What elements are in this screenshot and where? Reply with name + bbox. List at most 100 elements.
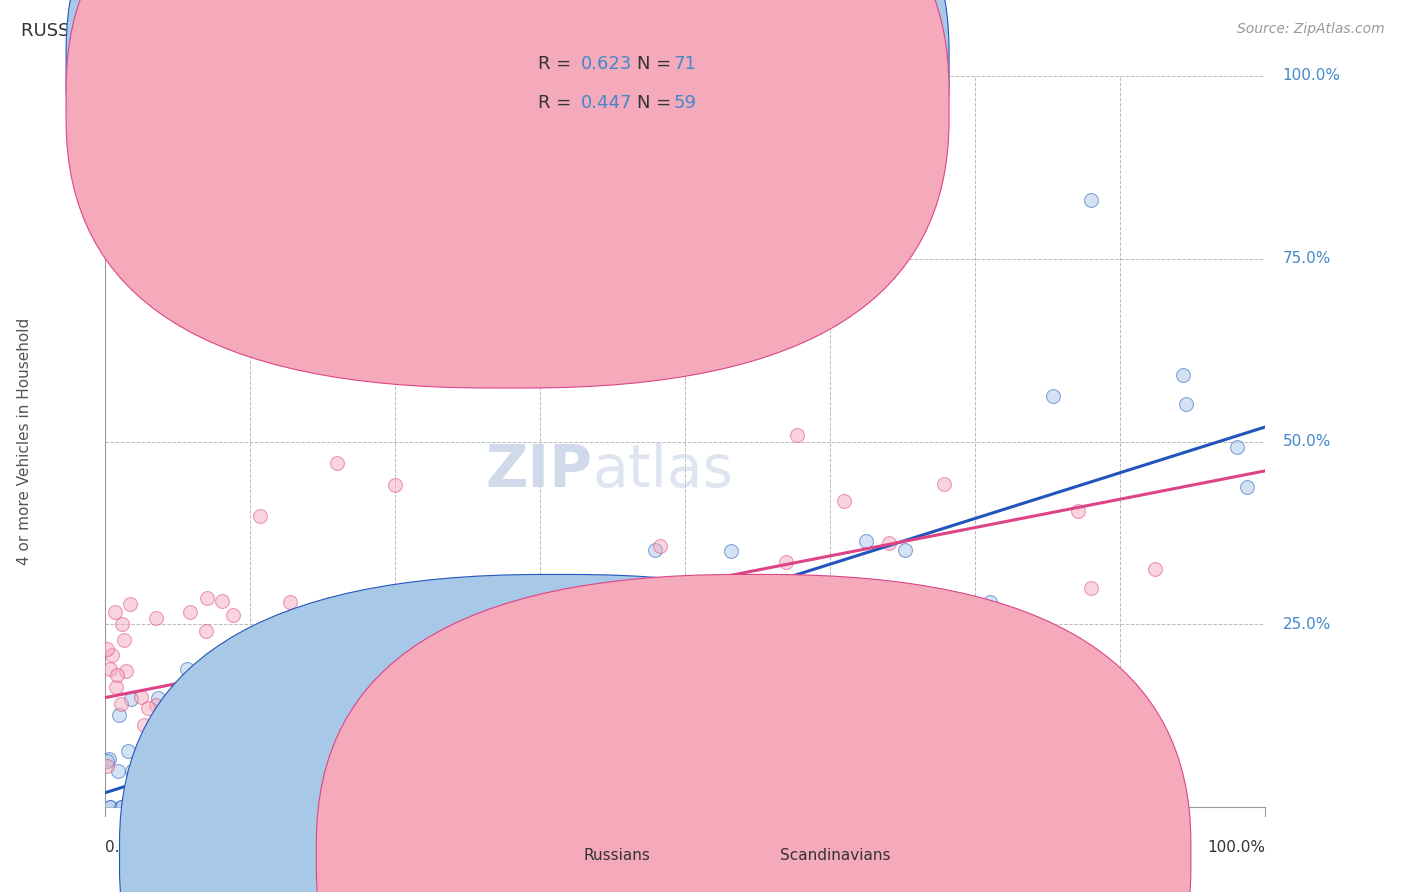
Text: 59: 59 <box>673 94 696 112</box>
Point <box>249 509 271 524</box>
Point <box>110 697 132 711</box>
Point <box>349 768 371 782</box>
Point <box>1226 440 1249 454</box>
Point <box>167 739 190 754</box>
Point <box>197 769 219 783</box>
Text: R =: R = <box>538 94 578 112</box>
Point <box>136 785 159 799</box>
Point <box>1171 368 1194 382</box>
Point <box>141 800 163 814</box>
Point <box>457 700 479 714</box>
Point <box>117 744 139 758</box>
Point <box>111 800 134 814</box>
Point <box>343 734 366 748</box>
Point <box>786 428 808 442</box>
Text: 100.0%: 100.0% <box>1282 69 1341 83</box>
Point <box>195 713 218 727</box>
Point <box>112 633 135 648</box>
Point <box>832 493 855 508</box>
Text: atlas: atlas <box>593 442 734 500</box>
Point <box>318 670 340 684</box>
Point <box>124 800 146 814</box>
Point <box>188 790 211 805</box>
Point <box>640 645 662 659</box>
Point <box>648 539 671 553</box>
Point <box>242 736 264 750</box>
Point <box>259 800 281 814</box>
Point <box>184 738 207 752</box>
Point <box>98 800 121 814</box>
Point <box>1143 561 1166 575</box>
Point <box>149 736 172 750</box>
Text: Russians: Russians <box>583 848 651 863</box>
Point <box>96 754 118 768</box>
Point <box>228 761 250 775</box>
Text: 25.0%: 25.0% <box>1282 617 1331 632</box>
Point <box>877 535 900 549</box>
Point <box>125 785 148 799</box>
Point <box>382 599 405 614</box>
Point <box>176 733 198 747</box>
Point <box>249 800 271 814</box>
Text: R =: R = <box>538 55 578 73</box>
Point <box>98 800 121 814</box>
Point <box>150 800 173 814</box>
Point <box>359 772 381 786</box>
Point <box>148 690 170 705</box>
Point <box>720 544 742 558</box>
Point <box>378 709 401 723</box>
Point <box>340 669 363 683</box>
Point <box>134 800 156 814</box>
Point <box>101 648 124 662</box>
Point <box>373 719 395 733</box>
Text: N =: N = <box>637 55 676 73</box>
Point <box>96 759 118 773</box>
Text: Source: ZipAtlas.com: Source: ZipAtlas.com <box>1237 22 1385 37</box>
Point <box>105 668 128 682</box>
Point <box>591 607 613 622</box>
Text: 4 or more Vehicles in Household: 4 or more Vehicles in Household <box>17 318 32 566</box>
Point <box>148 715 170 730</box>
Point <box>294 693 316 707</box>
Point <box>118 597 141 611</box>
Point <box>176 662 198 676</box>
Point <box>934 476 956 491</box>
Point <box>326 457 349 471</box>
Point <box>115 665 138 679</box>
Point <box>648 661 671 675</box>
Point <box>127 781 149 796</box>
Point <box>193 726 215 740</box>
Point <box>433 637 456 651</box>
Point <box>385 591 408 605</box>
Point <box>124 800 146 814</box>
Point <box>107 764 129 778</box>
Point <box>195 624 218 639</box>
Point <box>396 716 419 731</box>
Point <box>221 607 243 622</box>
Text: 50.0%: 50.0% <box>1282 434 1331 449</box>
Point <box>727 582 749 597</box>
Point <box>392 654 415 668</box>
Point <box>145 698 167 712</box>
Point <box>179 605 201 619</box>
Point <box>979 595 1001 609</box>
Point <box>165 800 187 814</box>
Point <box>98 661 121 675</box>
Point <box>218 687 240 701</box>
Point <box>278 595 301 609</box>
Text: ZIP: ZIP <box>485 442 593 500</box>
Point <box>129 690 152 705</box>
Point <box>399 609 422 624</box>
Point <box>664 596 686 610</box>
Point <box>1067 504 1090 518</box>
Point <box>208 721 231 735</box>
Point <box>125 778 148 792</box>
Point <box>124 800 146 814</box>
Point <box>595 616 617 631</box>
Point <box>98 752 121 766</box>
Point <box>193 800 215 814</box>
Point <box>443 651 465 665</box>
Point <box>340 683 363 698</box>
Text: 0.0%: 0.0% <box>105 840 145 855</box>
Text: 75.0%: 75.0% <box>1282 252 1331 266</box>
